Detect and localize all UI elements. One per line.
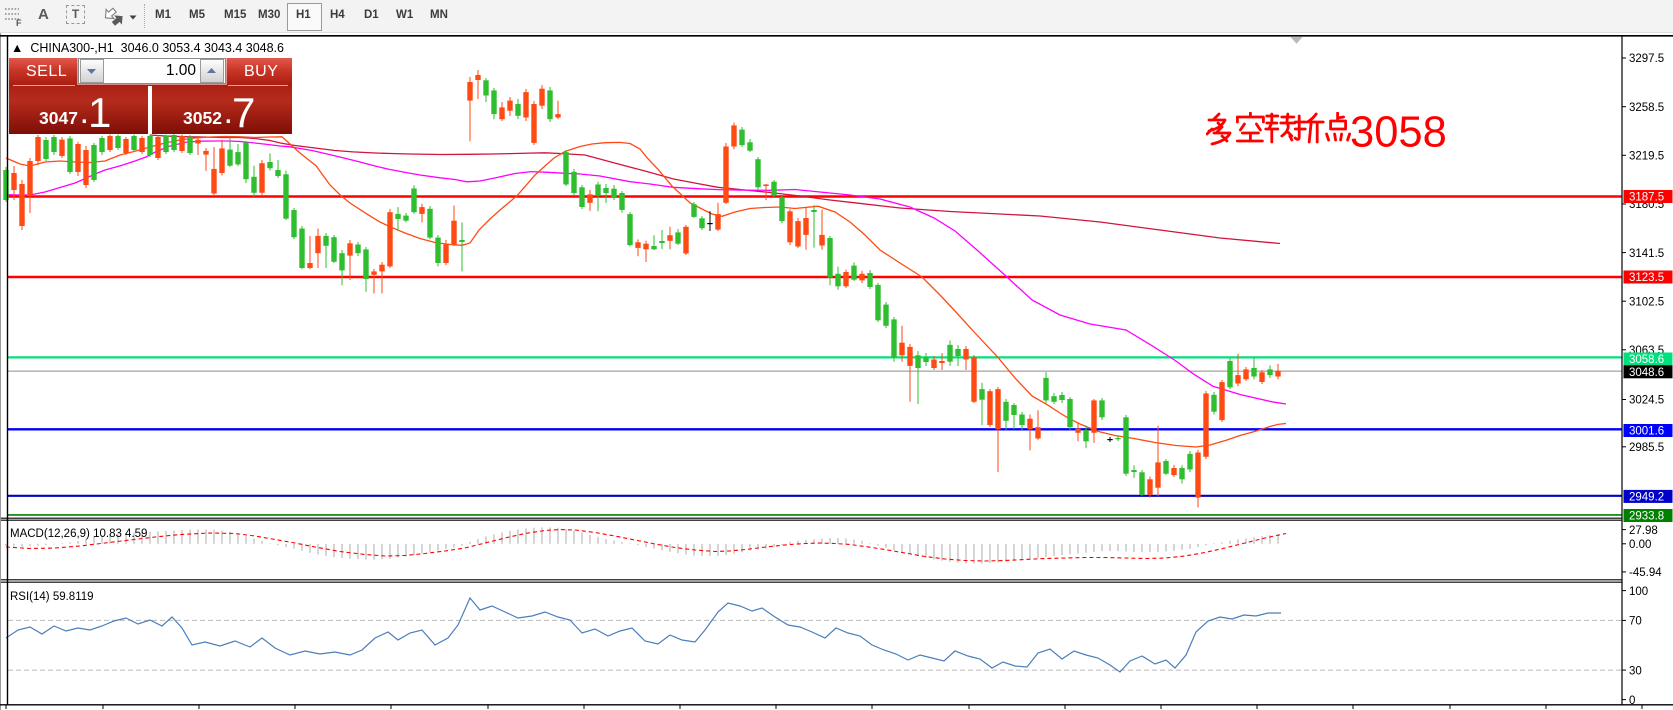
- svg-text:70: 70: [1629, 616, 1642, 628]
- svg-text:RSI(14) 59.8119: RSI(14) 59.8119: [10, 591, 94, 603]
- svg-text:3258.5: 3258.5: [1629, 102, 1664, 114]
- svg-text:3058.6: 3058.6: [1629, 354, 1664, 366]
- svg-text:3219.5: 3219.5: [1629, 151, 1664, 163]
- svg-text:3102.5: 3102.5: [1629, 296, 1664, 308]
- svg-text:2933.8: 2933.8: [1629, 511, 1664, 523]
- svg-text:2949.2: 2949.2: [1629, 492, 1664, 504]
- svg-text:2985.5: 2985.5: [1629, 442, 1664, 454]
- svg-text:3001.6: 3001.6: [1629, 426, 1664, 438]
- svg-text:30: 30: [1629, 665, 1642, 677]
- svg-text:MACD(12,26,9) 10.83 4.59: MACD(12,26,9) 10.83 4.59: [10, 528, 147, 540]
- svg-text:0.00: 0.00: [1629, 539, 1651, 551]
- svg-text:F: F: [16, 18, 22, 28]
- svg-text:3058: 3058: [1350, 112, 1447, 156]
- svg-text:27.98: 27.98: [1629, 525, 1658, 537]
- svg-text:3123.5: 3123.5: [1629, 272, 1664, 284]
- svg-text:100: 100: [1629, 586, 1648, 598]
- svg-text:3187.5: 3187.5: [1629, 192, 1664, 204]
- svg-text:3297.5: 3297.5: [1629, 53, 1664, 65]
- svg-text:0: 0: [1629, 695, 1635, 707]
- svg-text:3048.6: 3048.6: [1629, 367, 1664, 379]
- svg-text:-45.94: -45.94: [1629, 567, 1662, 579]
- svg-text:3141.5: 3141.5: [1629, 248, 1664, 260]
- svg-text:3024.5: 3024.5: [1629, 395, 1664, 407]
